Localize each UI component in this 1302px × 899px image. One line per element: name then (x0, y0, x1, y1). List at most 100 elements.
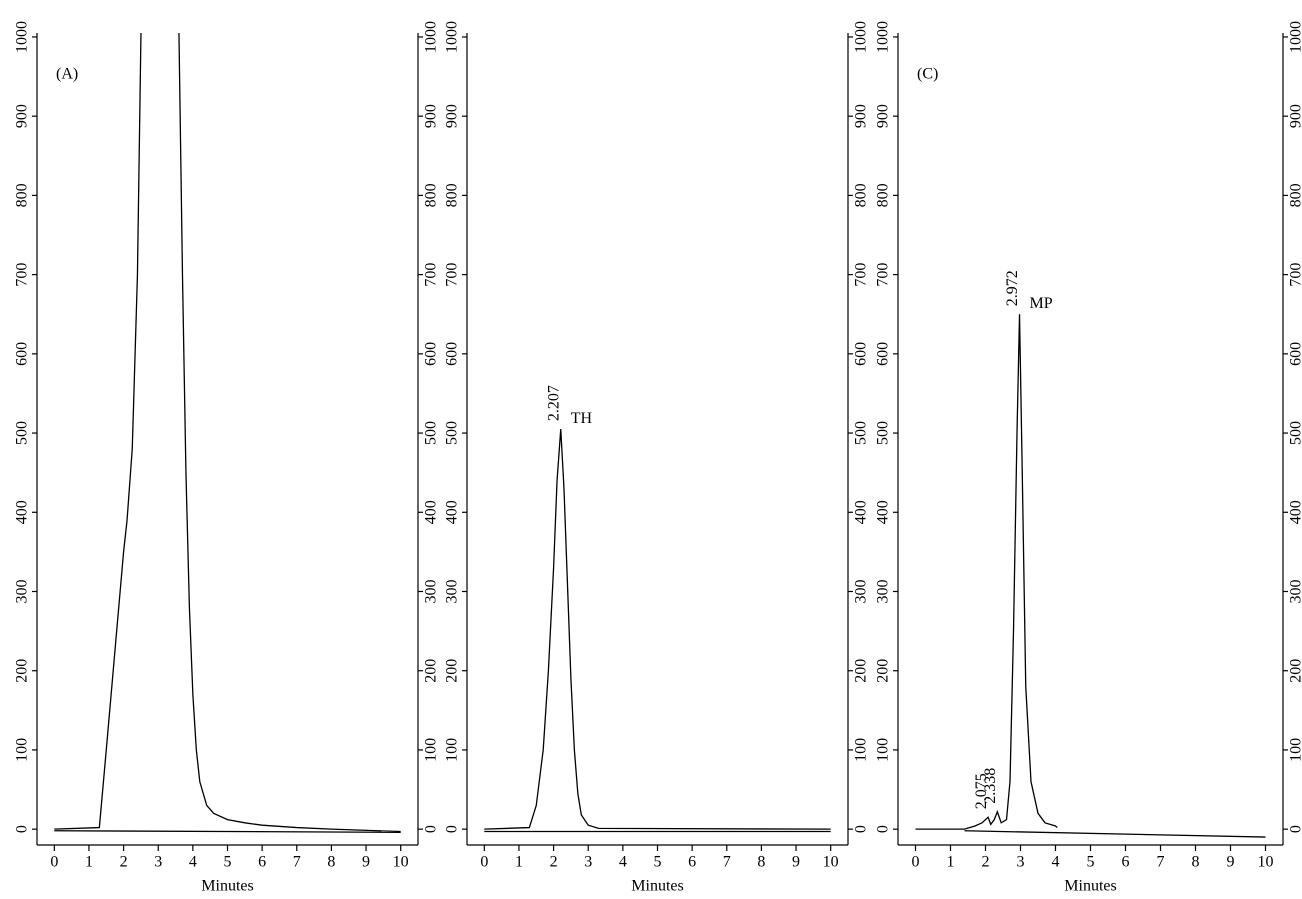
x-tick-label: 10 (1258, 854, 1274, 871)
peak-time-label: 2.338 (982, 768, 999, 804)
x-axis-label: Minutes (631, 878, 683, 895)
trace (915, 314, 1058, 830)
y-tick-label: 600 (444, 342, 461, 366)
y-tick-label: 200 (14, 659, 31, 683)
y-tick-label: 300 (1288, 579, 1302, 603)
y-tick-label: 700 (875, 263, 892, 287)
peak-time-label: 2.972 (1004, 270, 1021, 306)
y-tick-label: 600 (853, 342, 870, 366)
y-tick-label: 800 (14, 183, 31, 207)
x-tick-label: 8 (327, 854, 335, 871)
x-axis-label: Minutes (201, 878, 253, 895)
y-tick-label: 300 (444, 579, 461, 603)
x-tick-label: 5 (1087, 854, 1095, 871)
trace (54, 33, 401, 833)
y-tick-label: 0 (444, 825, 461, 833)
x-tick-label: 9 (792, 854, 800, 871)
y-tick-label: 0 (14, 825, 31, 833)
y-tick-label: 200 (875, 659, 892, 683)
y-tick-label: 700 (444, 263, 461, 287)
x-tick-label: 7 (723, 854, 731, 871)
y-tick-label: 600 (14, 342, 31, 366)
y-tick-label: 500 (853, 421, 870, 445)
x-tick-label: 4 (1052, 854, 1060, 871)
trace (964, 830, 1266, 838)
y-tick-label: 100 (875, 738, 892, 762)
trace (54, 830, 401, 833)
y-tick-label: 600 (423, 342, 440, 366)
y-tick-label: 800 (875, 183, 892, 207)
x-tick-label: 7 (293, 854, 301, 871)
x-tick-label: 9 (1227, 854, 1235, 871)
y-tick-label: 1000 (875, 21, 892, 53)
y-tick-label: 200 (853, 659, 870, 683)
x-tick-label: 10 (823, 854, 839, 871)
y-tick-label: 500 (444, 421, 461, 445)
y-tick-label: 800 (444, 183, 461, 207)
y-tick-label: 900 (444, 104, 461, 128)
y-tick-label: 900 (423, 104, 440, 128)
panel-label: (C) (917, 66, 938, 83)
y-tick-label: 600 (875, 342, 892, 366)
x-tick-label: 0 (912, 854, 920, 871)
y-tick-label: 200 (423, 659, 440, 683)
x-tick-label: 9 (362, 854, 370, 871)
y-tick-label: 0 (423, 825, 440, 833)
y-tick-label: 100 (14, 738, 31, 762)
x-axis-label: Minutes (1064, 878, 1116, 895)
y-tick-label: 1000 (444, 21, 461, 53)
x-tick-label: 5 (224, 854, 232, 871)
x-tick-label: 3 (1017, 854, 1025, 871)
y-tick-label: 300 (853, 579, 870, 603)
compound-label: MP (1030, 295, 1053, 312)
y-tick-label: 0 (1288, 825, 1302, 833)
x-tick-label: 3 (584, 854, 592, 871)
panel-label: (A) (56, 66, 78, 83)
y-tick-label: 700 (853, 263, 870, 287)
y-tick-label: 400 (875, 500, 892, 524)
y-tick-label: 500 (1288, 421, 1302, 445)
y-tick-label: 600 (1288, 342, 1302, 366)
y-tick-label: 800 (1288, 183, 1302, 207)
x-tick-label: 6 (258, 854, 266, 871)
x-tick-label: 10 (393, 854, 409, 871)
panel: 0010010020020030030040040050050060060070… (875, 21, 1302, 895)
y-tick-label: 500 (423, 421, 440, 445)
x-tick-label: 6 (1122, 854, 1130, 871)
x-tick-label: 4 (189, 854, 197, 871)
y-tick-label: 1000 (14, 21, 31, 53)
trace (484, 429, 831, 830)
y-tick-label: 900 (14, 104, 31, 128)
x-tick-label: 5 (654, 854, 662, 871)
x-tick-label: 1 (515, 854, 523, 871)
y-tick-label: 900 (875, 104, 892, 128)
y-tick-label: 200 (1288, 659, 1302, 683)
y-tick-label: 800 (423, 183, 440, 207)
y-tick-label: 0 (875, 825, 892, 833)
y-tick-label: 100 (444, 738, 461, 762)
x-tick-label: 7 (1157, 854, 1165, 871)
y-tick-label: 1000 (853, 21, 870, 53)
y-tick-label: 1000 (1288, 21, 1302, 53)
y-tick-label: 900 (853, 104, 870, 128)
peak-time-label: 2.207 (545, 385, 562, 421)
peak-time-label: 2.075 (973, 773, 990, 809)
y-tick-label: 500 (14, 421, 31, 445)
x-tick-label: 2 (120, 854, 128, 871)
y-tick-label: 500 (875, 421, 892, 445)
y-tick-label: 300 (875, 579, 892, 603)
x-tick-label: 6 (688, 854, 696, 871)
y-tick-label: 400 (14, 500, 31, 524)
y-tick-label: 400 (423, 500, 440, 524)
compound-label: TH (571, 410, 593, 427)
y-tick-label: 100 (423, 738, 440, 762)
x-tick-label: 2 (982, 854, 990, 871)
y-tick-label: 400 (1288, 500, 1302, 524)
x-tick-label: 8 (1192, 854, 1200, 871)
x-tick-label: 4 (619, 854, 627, 871)
y-tick-label: 400 (853, 500, 870, 524)
y-tick-label: 800 (853, 183, 870, 207)
y-tick-label: 900 (1288, 104, 1302, 128)
